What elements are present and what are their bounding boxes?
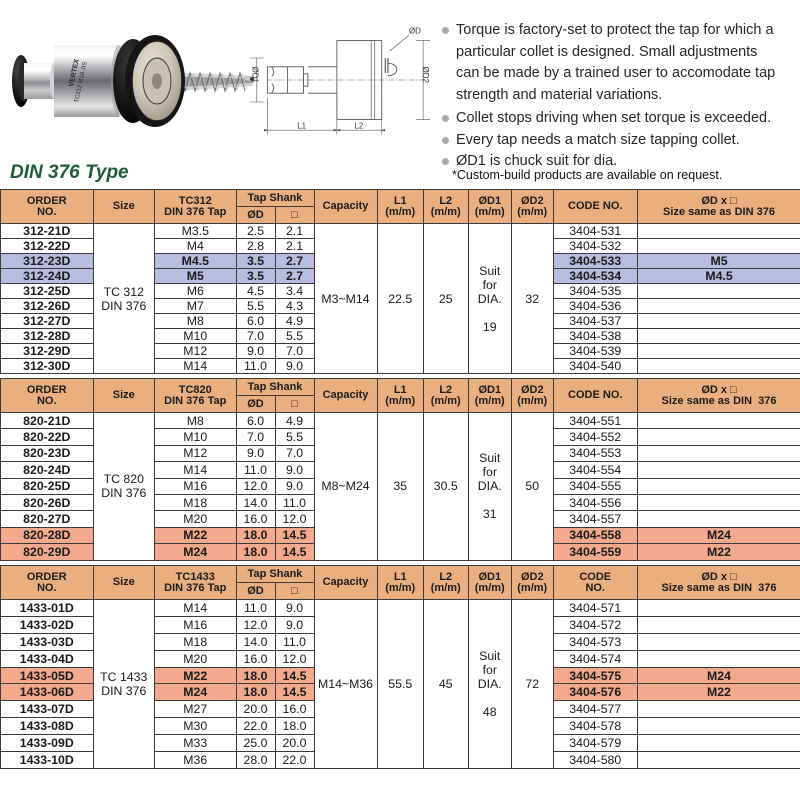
svg-text:ØD: ØD: [409, 26, 421, 35]
svg-text:ØD1: ØD1: [250, 67, 259, 84]
svg-text:ØD2: ØD2: [421, 67, 430, 83]
svg-text:L2: L2: [354, 121, 363, 130]
svg-text:L1: L1: [297, 121, 306, 130]
